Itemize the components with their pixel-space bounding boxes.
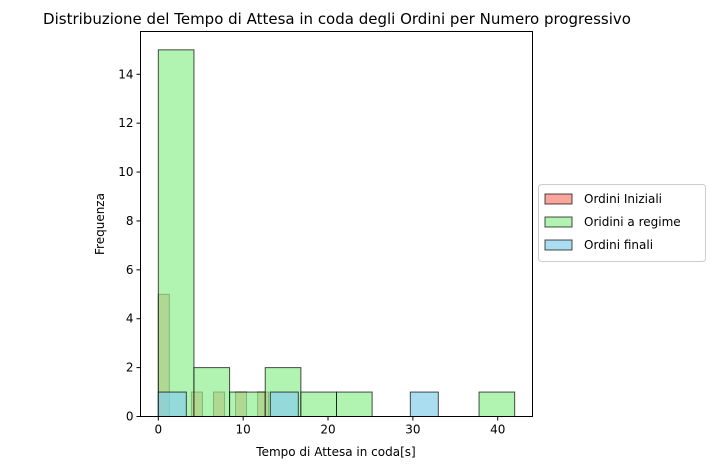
x-axis-label: Tempo di Attesa in coda[s] <box>255 445 415 459</box>
y-tick-label: 10 <box>118 165 133 179</box>
legend-label: Oridini a regime <box>584 215 681 229</box>
legend-swatch <box>544 216 573 228</box>
histogram-bar <box>269 391 299 417</box>
histogram-bar <box>157 49 195 417</box>
legend-label: Ordini finali <box>584 238 653 252</box>
histogram-bar <box>336 391 373 417</box>
legend-swatch <box>544 193 573 205</box>
bars-layer <box>157 49 516 418</box>
legend: Ordini Iniziali Oridini a regime Ordini fi… <box>538 184 706 262</box>
y-axis: 0 2 4 6 8 10 12 14 <box>118 67 141 424</box>
y-tick-label: 12 <box>118 116 133 130</box>
y-axis-label: Frequenza <box>93 193 107 255</box>
y-tick-label: 2 <box>126 361 134 375</box>
y-tick-label: 0 <box>126 410 134 424</box>
y-tick-label: 6 <box>126 263 134 277</box>
x-tick-label: 10 <box>236 423 251 437</box>
histogram-bar <box>300 391 338 417</box>
histogram-bar <box>157 391 187 417</box>
x-tick-label: 40 <box>490 423 505 437</box>
y-tick-label: 8 <box>126 214 134 228</box>
x-tick-label: 0 <box>154 423 162 437</box>
legend-box <box>538 184 706 262</box>
histogram-bar <box>409 391 439 417</box>
x-tick-label: 20 <box>320 423 335 437</box>
y-tick-label: 14 <box>118 67 133 81</box>
legend-label: Ordini Iniziali <box>584 192 662 206</box>
x-axis: 0 10 20 30 40 <box>154 416 505 437</box>
histogram-bar <box>478 391 516 417</box>
x-tick-label: 30 <box>405 423 420 437</box>
y-tick-label: 4 <box>126 312 134 326</box>
histogram-bar <box>229 391 266 417</box>
chart-title: Distribuzione del Tempo di Attesa in cod… <box>43 10 631 28</box>
legend-swatch <box>544 239 573 251</box>
plot-frame <box>140 31 533 417</box>
histogram-bar <box>193 367 231 418</box>
